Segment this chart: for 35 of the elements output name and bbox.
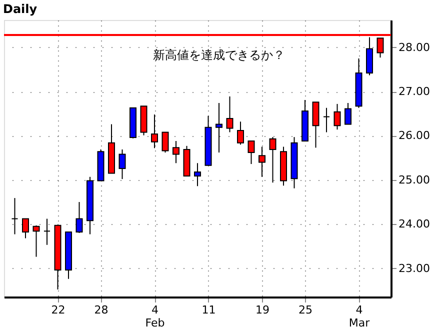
candlestick bbox=[334, 103, 341, 130]
y-tick-label: 25.00 bbox=[398, 173, 430, 186]
y-tick-label: 27.00 bbox=[398, 85, 430, 98]
candlestick bbox=[118, 148, 126, 180]
candlestick bbox=[151, 114, 158, 149]
candlestick bbox=[194, 162, 201, 187]
candlestick bbox=[11, 198, 18, 235]
candlestick bbox=[32, 224, 40, 258]
candlestick bbox=[248, 140, 255, 165]
y-tick-label: 24.00 bbox=[398, 218, 430, 231]
y-tick-label: 26.00 bbox=[398, 129, 430, 142]
candlestick bbox=[323, 107, 330, 133]
candlestick bbox=[22, 218, 29, 239]
x-tick-label: 11 bbox=[202, 304, 216, 316]
y-tick-label: 23.00 bbox=[398, 262, 430, 275]
candlestick bbox=[237, 121, 244, 146]
candlestick bbox=[312, 102, 320, 148]
x-tick-label: 19 bbox=[256, 304, 270, 316]
candlestick bbox=[344, 102, 352, 125]
x-tick-label: 28 bbox=[94, 304, 108, 316]
chart-title: Daily bbox=[3, 2, 38, 16]
candlestick bbox=[44, 218, 50, 246]
x-tick-label: 4 Feb bbox=[145, 304, 165, 330]
candlestick bbox=[162, 132, 169, 154]
candlestick bbox=[76, 202, 83, 234]
candlestick bbox=[226, 96, 234, 133]
x-tick-label: 25 bbox=[298, 304, 312, 316]
candlestick bbox=[172, 140, 180, 164]
candlestick bbox=[216, 102, 222, 154]
x-tick-label: 22 bbox=[51, 304, 66, 316]
candlestick bbox=[258, 146, 266, 178]
candlestick bbox=[269, 136, 276, 184]
y-tick-label: 28.00 bbox=[398, 40, 430, 54]
x-tick-label: 4 Mar bbox=[348, 304, 370, 330]
annotation: 新高値を達成できるか？ bbox=[153, 48, 285, 62]
